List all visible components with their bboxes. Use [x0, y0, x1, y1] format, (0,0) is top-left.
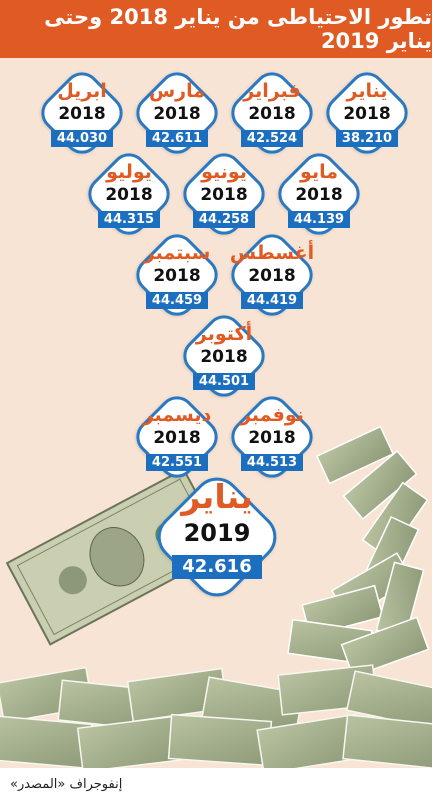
value-badge: 44.315 — [97, 211, 161, 228]
year-label: 2018 — [200, 185, 248, 205]
month-card-feb-2018: فبراير 2018 42.524 — [223, 64, 321, 162]
value-badge: 42.611 — [145, 130, 209, 147]
month-card-aug-2018: أغسطس 2018 44.419 — [223, 226, 321, 324]
value-badge: 44.419 — [240, 292, 304, 309]
month-label: مايو — [300, 161, 338, 183]
month-card-jun-2018: يونيو 2018 44.258 — [175, 145, 273, 243]
month-label: يوليو — [106, 161, 152, 183]
footer: إنفوجراف «المصدر» — [0, 768, 432, 800]
money-illustration — [0, 425, 432, 770]
month-label: يونيو — [201, 161, 247, 183]
year-label: 2018 — [58, 104, 106, 124]
month-label: يناير — [181, 477, 253, 516]
year-label: 2018 — [153, 266, 201, 286]
year-label: 2018 — [248, 104, 296, 124]
month-label: فبراير — [243, 80, 301, 102]
value-badge: 44.030 — [50, 130, 114, 147]
month-card-mar-2018: مارس 2018 42.611 — [128, 64, 226, 162]
month-card-jan-2018: يناير 2018 38.210 — [318, 64, 416, 162]
value-badge: 38.210 — [335, 130, 399, 147]
month-label: أكتوبر — [195, 323, 253, 345]
month-card-may-2018: مايو 2018 44.139 — [270, 145, 368, 243]
month-card-nov-2018: نوفمبر 2018 44.513 — [223, 388, 321, 486]
month-label: نوفمبر — [240, 404, 304, 426]
month-label: ديسمبر — [142, 404, 212, 426]
month-label: سبتمبر — [143, 242, 211, 264]
year-label: 2018 — [343, 104, 391, 124]
value-badge: 42.551 — [145, 454, 209, 471]
title-bar: تطور الاحتياطى من يناير 2018 وحتى يناير … — [0, 0, 432, 58]
value-badge: 44.501 — [192, 373, 256, 390]
month-label: أغسطس — [229, 242, 315, 264]
month-card-sep-2018: سبتمبر 2018 44.459 — [128, 226, 226, 324]
value-badge: 44.258 — [192, 211, 256, 228]
value-badge: 42.524 — [240, 130, 304, 147]
year-label: 2018 — [200, 347, 248, 367]
footer-credit: إنفوجراف «المصدر» — [10, 776, 123, 792]
year-label: 2018 — [153, 104, 201, 124]
value-badge: 44.139 — [287, 211, 351, 228]
year-label: 2018 — [248, 266, 296, 286]
year-label: 2019 — [183, 519, 251, 547]
month-card-jan-2019: يناير 2019 42.616 — [147, 467, 287, 607]
year-label: 2018 — [248, 428, 296, 448]
month-card-dec-2018: ديسمبر 2018 42.551 — [128, 388, 226, 486]
month-card-oct-2018: أكتوبر 2018 44.501 — [175, 307, 273, 405]
month-label: ابريل — [57, 80, 107, 102]
value-badge: 44.513 — [240, 454, 304, 471]
year-label: 2018 — [105, 185, 153, 205]
year-label: 2018 — [295, 185, 343, 205]
month-label: يناير — [346, 80, 388, 102]
year-label: 2018 — [153, 428, 201, 448]
page-title: تطور الاحتياطى من يناير 2018 وحتى يناير … — [44, 5, 432, 53]
value-badge: 44.459 — [145, 292, 209, 309]
month-card-jul-2018: يوليو 2018 44.315 — [80, 145, 178, 243]
month-card-apr-2018: ابريل 2018 44.030 — [33, 64, 131, 162]
month-label: مارس — [148, 80, 206, 102]
value-badge: 42.616 — [172, 555, 262, 579]
